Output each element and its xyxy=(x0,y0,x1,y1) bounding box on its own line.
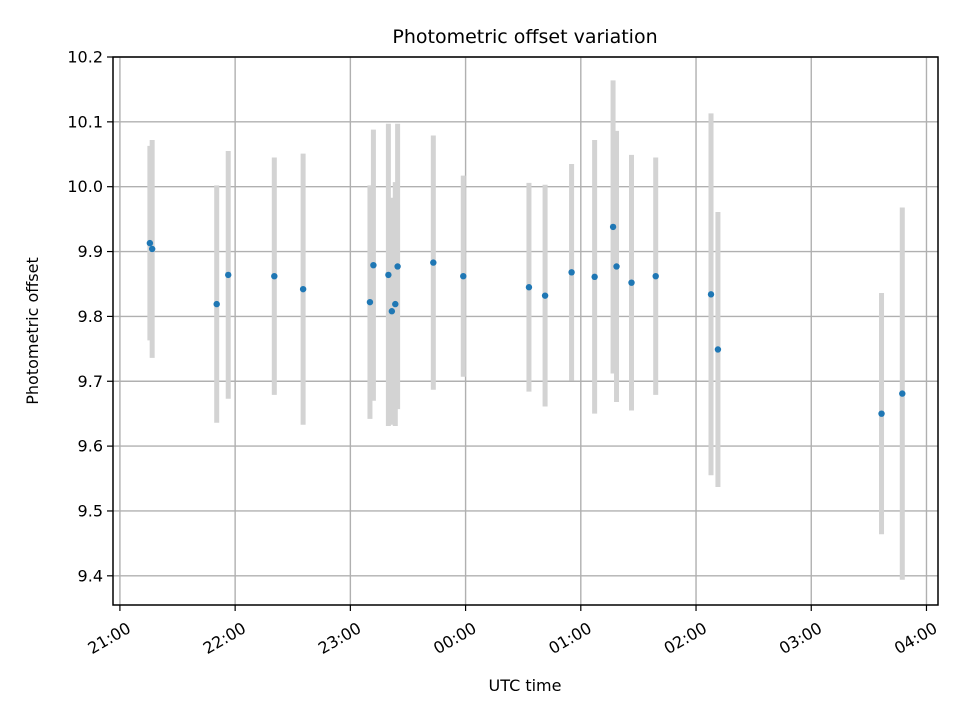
plot-frame xyxy=(112,56,939,606)
data-point xyxy=(146,239,154,247)
data-point xyxy=(388,308,396,315)
y-axis-ticks: 9.4 9.5 9.6 9.7 9.8 9.9 10.0 10.1 10.2 xyxy=(67,48,113,585)
data-point xyxy=(148,245,156,253)
data-point xyxy=(652,273,659,280)
y-tick-label: 10.1 xyxy=(67,112,103,131)
data-point xyxy=(430,259,437,266)
data-point xyxy=(541,292,549,299)
data-point xyxy=(366,298,374,306)
y-tick-label: 9.5 xyxy=(78,501,103,520)
data-point xyxy=(271,273,278,280)
data-point xyxy=(899,390,906,397)
data-point xyxy=(392,300,399,308)
data-point xyxy=(385,271,392,279)
data-points xyxy=(146,223,906,417)
data-point xyxy=(225,271,232,279)
y-tick-label: 9.4 xyxy=(78,566,103,585)
data-point xyxy=(525,284,533,291)
y-tick-label: 9.9 xyxy=(78,242,103,261)
chart-title: Photometric offset variation xyxy=(392,26,657,48)
y-axis-label: Photometric offset xyxy=(23,257,42,405)
data-point xyxy=(460,273,467,280)
data-point xyxy=(628,279,635,286)
y-tick-label: 9.6 xyxy=(78,437,103,456)
data-point xyxy=(370,261,377,269)
data-point xyxy=(394,263,401,270)
data-point xyxy=(714,346,722,353)
data-point xyxy=(613,263,620,270)
data-point xyxy=(878,410,885,417)
y-tick-label: 10.2 xyxy=(67,48,103,67)
data-point xyxy=(568,269,575,276)
y-tick-label: 9.8 xyxy=(78,307,103,326)
data-point xyxy=(591,273,598,281)
data-point xyxy=(299,285,307,293)
data-point xyxy=(609,223,617,231)
y-tick-label: 9.7 xyxy=(78,372,103,391)
data-point xyxy=(707,291,715,298)
x-axis-label: UTC time xyxy=(489,676,562,695)
data-point xyxy=(213,300,220,308)
y-tick-label: 10.0 xyxy=(67,177,103,196)
